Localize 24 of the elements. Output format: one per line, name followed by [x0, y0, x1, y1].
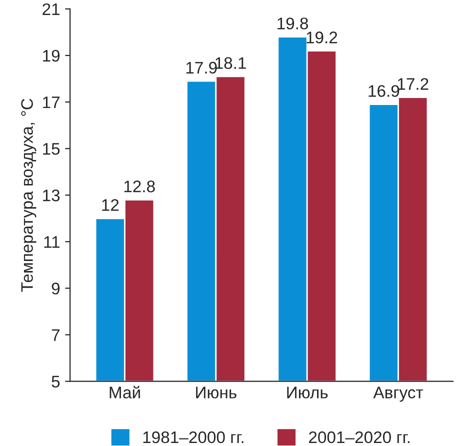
data-label: 12.8 [124, 180, 155, 192]
x-tick-label: Август [373, 386, 424, 402]
y-tick-label: 7 [52, 329, 60, 341]
x-tick-label: Июнь [196, 386, 236, 398]
data-label: 19.2 [306, 32, 338, 44]
legend-label: 1981–2000 гг. [143, 431, 244, 444]
data-label: 16.9 [368, 85, 400, 97]
x-tick-label: Май [110, 386, 140, 398]
y-tick-label: 17 [43, 96, 60, 108]
data-label: 17.2 [398, 78, 428, 90]
y-tick-label: 5 [52, 376, 60, 388]
y-tick-label: 9 [52, 282, 60, 294]
y-tick-label: 15 [43, 143, 60, 155]
y-tick-label: 19 [43, 50, 60, 62]
y-tick-label: 21 [42, 3, 60, 15]
data-label: 18.1 [216, 57, 246, 69]
data-label: 19.8 [278, 18, 308, 30]
y-tick-label: 13 [43, 190, 60, 202]
data-label: 17.9 [186, 62, 217, 74]
y-tick-label: 11 [44, 236, 60, 248]
y-axis-title: Температура воздуха, °C [21, 98, 36, 292]
legend-label: 2001–2020 гг. [309, 431, 410, 444]
x-tick-label: Июль [287, 386, 328, 398]
data-label: 12 [102, 199, 119, 211]
